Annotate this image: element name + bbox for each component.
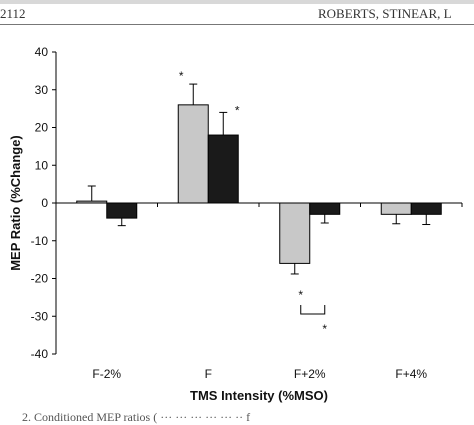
y-tick-label: -30 [31,309,49,323]
x-tick-label: F+4% [395,367,427,381]
page-number: 2112 [0,6,26,21]
y-tick-label: 40 [35,45,49,59]
y-tick-label: -40 [31,347,49,361]
bar [279,202,311,264]
bar [76,200,108,204]
bar [380,202,412,215]
y-tick-label: 30 [35,83,49,97]
y-axis-title: MEP Ratio (%Change) [8,135,23,271]
y-tick-label: 0 [41,196,48,210]
figure-caption-fragment: 2. Conditioned MEP ratios ( ··· ··· ··· … [22,410,251,424]
bar [106,202,138,219]
bar [207,134,239,204]
significance-star: * [322,322,327,336]
bar [410,202,442,215]
x-tick-label: F [205,367,212,381]
y-tick-label: -10 [31,234,49,248]
significance-star: * [235,103,240,117]
x-tick-label: F+2% [294,367,326,381]
x-axis-title: TMS Intensity (%MSO) [190,388,328,403]
chart-marks: 40 30 20 10 0 -10 -20 -30 -40 F-2% F F+2% F+4% * * * * TM… [8,45,463,403]
comparison-bracket [300,305,326,315]
running-head: ROBERTS, STINEAR, L [318,6,452,21]
y-tick-label: -20 [31,272,49,286]
significance-star: * [179,69,184,83]
page-top-band [0,0,474,4]
x-tick-label: F-2% [92,367,121,381]
y-tick-label: 20 [35,121,49,135]
y-tick-label: 10 [35,158,49,172]
header-rule [0,24,474,25]
bar [177,104,209,204]
significance-star: * [298,288,303,302]
bar [309,202,341,215]
